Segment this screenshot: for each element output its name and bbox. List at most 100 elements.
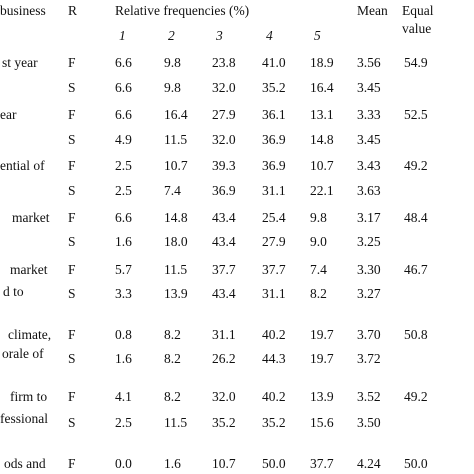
freq-cell: 44.3 [262, 351, 286, 366]
freq-cell: 37.7 [310, 456, 334, 471]
freq-cell: 18.0 [164, 234, 188, 249]
freq-cell: 11.5 [164, 262, 187, 277]
row-label: st year [2, 55, 38, 70]
freq-cell: 32.0 [212, 132, 236, 147]
row-label: orale of [2, 346, 44, 361]
freq-cell: 37.7 [212, 262, 236, 277]
freq-cell: 10.7 [164, 158, 188, 173]
freq-cell: 6.6 [115, 55, 132, 70]
row-label: d to [3, 284, 24, 299]
r-cell: F [68, 107, 76, 122]
freq-cell: 36.1 [262, 107, 286, 122]
freq-cell: 31.1 [262, 183, 286, 198]
freq-cell: 35.2 [262, 415, 286, 430]
row-label: climate, [8, 327, 51, 342]
freq-cell: 26.2 [212, 351, 236, 366]
freq-cell: 2.5 [115, 415, 132, 430]
mean-cell: 3.52 [357, 389, 381, 404]
freq-cell: 1.6 [115, 234, 132, 249]
freq-cell: 11.5 [164, 415, 187, 430]
mean-cell: 3.17 [357, 210, 381, 225]
freq-cell: 7.4 [164, 183, 181, 198]
freq-cell: 2.5 [115, 183, 132, 198]
mean-cell: 3.30 [357, 262, 381, 277]
freq-cell: 36.9 [212, 183, 236, 198]
equal-cell: 49.2 [404, 158, 428, 173]
freq-cell: 2.5 [115, 158, 132, 173]
freq-cell: 36.9 [262, 132, 286, 147]
freq-cell: 32.0 [212, 80, 236, 95]
r-cell: S [68, 286, 76, 301]
freq-cell: 14.8 [164, 210, 188, 225]
freq-cell: 35.2 [212, 415, 236, 430]
freq-cell: 40.2 [262, 327, 286, 342]
header-equal: Equal [402, 3, 434, 18]
freq-cell: 1.6 [115, 351, 132, 366]
r-cell: F [68, 262, 76, 277]
row-label: ential of [0, 158, 45, 173]
freq-cell: 1.6 [164, 456, 181, 471]
freq-cell: 43.4 [212, 286, 236, 301]
freq-cell: 25.4 [262, 210, 286, 225]
mean-cell: 3.56 [357, 55, 381, 70]
level-header: 3 [215, 28, 223, 43]
r-cell: F [68, 456, 76, 471]
header-equal: value [402, 21, 431, 36]
r-cell: F [68, 389, 76, 404]
freq-cell: 13.9 [310, 389, 334, 404]
r-cell: F [68, 210, 76, 225]
freq-cell: 32.0 [212, 389, 236, 404]
freq-cell: 4.1 [115, 389, 132, 404]
freq-cell: 8.2 [164, 389, 181, 404]
mean-cell: 3.25 [357, 234, 381, 249]
mean-cell: 3.45 [357, 132, 381, 147]
freq-cell: 9.8 [164, 55, 181, 70]
row-label: firm to [10, 389, 47, 404]
mean-cell: 3.50 [357, 415, 381, 430]
level-header: 2 [168, 28, 175, 43]
row-label: market [12, 210, 50, 225]
freq-cell: 22.1 [310, 183, 334, 198]
freq-cell: 18.9 [310, 55, 334, 70]
freq-cell: 19.7 [310, 351, 334, 366]
freq-cell: 8.2 [310, 286, 327, 301]
r-cell: S [68, 183, 76, 198]
header-r: R [68, 3, 77, 18]
equal-cell: 48.4 [404, 210, 428, 225]
freq-cell: 5.7 [115, 262, 132, 277]
level-header: 5 [314, 28, 321, 43]
header-label: business [0, 3, 46, 18]
r-cell: S [68, 132, 76, 147]
freq-cell: 4.9 [115, 132, 132, 147]
row-label: market [10, 262, 48, 277]
freq-cell: 31.1 [212, 327, 236, 342]
freq-cell: 13.1 [310, 107, 334, 122]
r-cell: F [68, 327, 76, 342]
mean-cell: 3.70 [357, 327, 381, 342]
freq-cell: 0.0 [115, 456, 132, 471]
mean-cell: 3.27 [357, 286, 381, 301]
freq-cell: 19.7 [310, 327, 334, 342]
freq-cell: 40.2 [262, 389, 286, 404]
freq-cell: 27.9 [262, 234, 286, 249]
freq-cell: 23.8 [212, 55, 236, 70]
header-mean: Mean [357, 3, 388, 18]
freq-cell: 10.7 [212, 456, 236, 471]
mean-cell: 4.24 [357, 456, 381, 471]
mean-cell: 3.33 [357, 107, 381, 122]
equal-cell: 50.0 [404, 456, 428, 471]
freq-cell: 31.1 [262, 286, 286, 301]
freq-cell: 6.6 [115, 107, 132, 122]
freq-cell: 8.2 [164, 327, 181, 342]
freq-cell: 35.2 [262, 80, 286, 95]
mean-cell: 3.43 [357, 158, 381, 173]
freq-cell: 0.8 [115, 327, 132, 342]
equal-cell: 54.9 [404, 55, 428, 70]
row-label: ear [0, 107, 17, 122]
r-cell: S [68, 415, 76, 430]
header-freq: Relative frequencies (%) [115, 3, 249, 18]
r-cell: S [68, 234, 76, 249]
freq-cell: 16.4 [164, 107, 188, 122]
